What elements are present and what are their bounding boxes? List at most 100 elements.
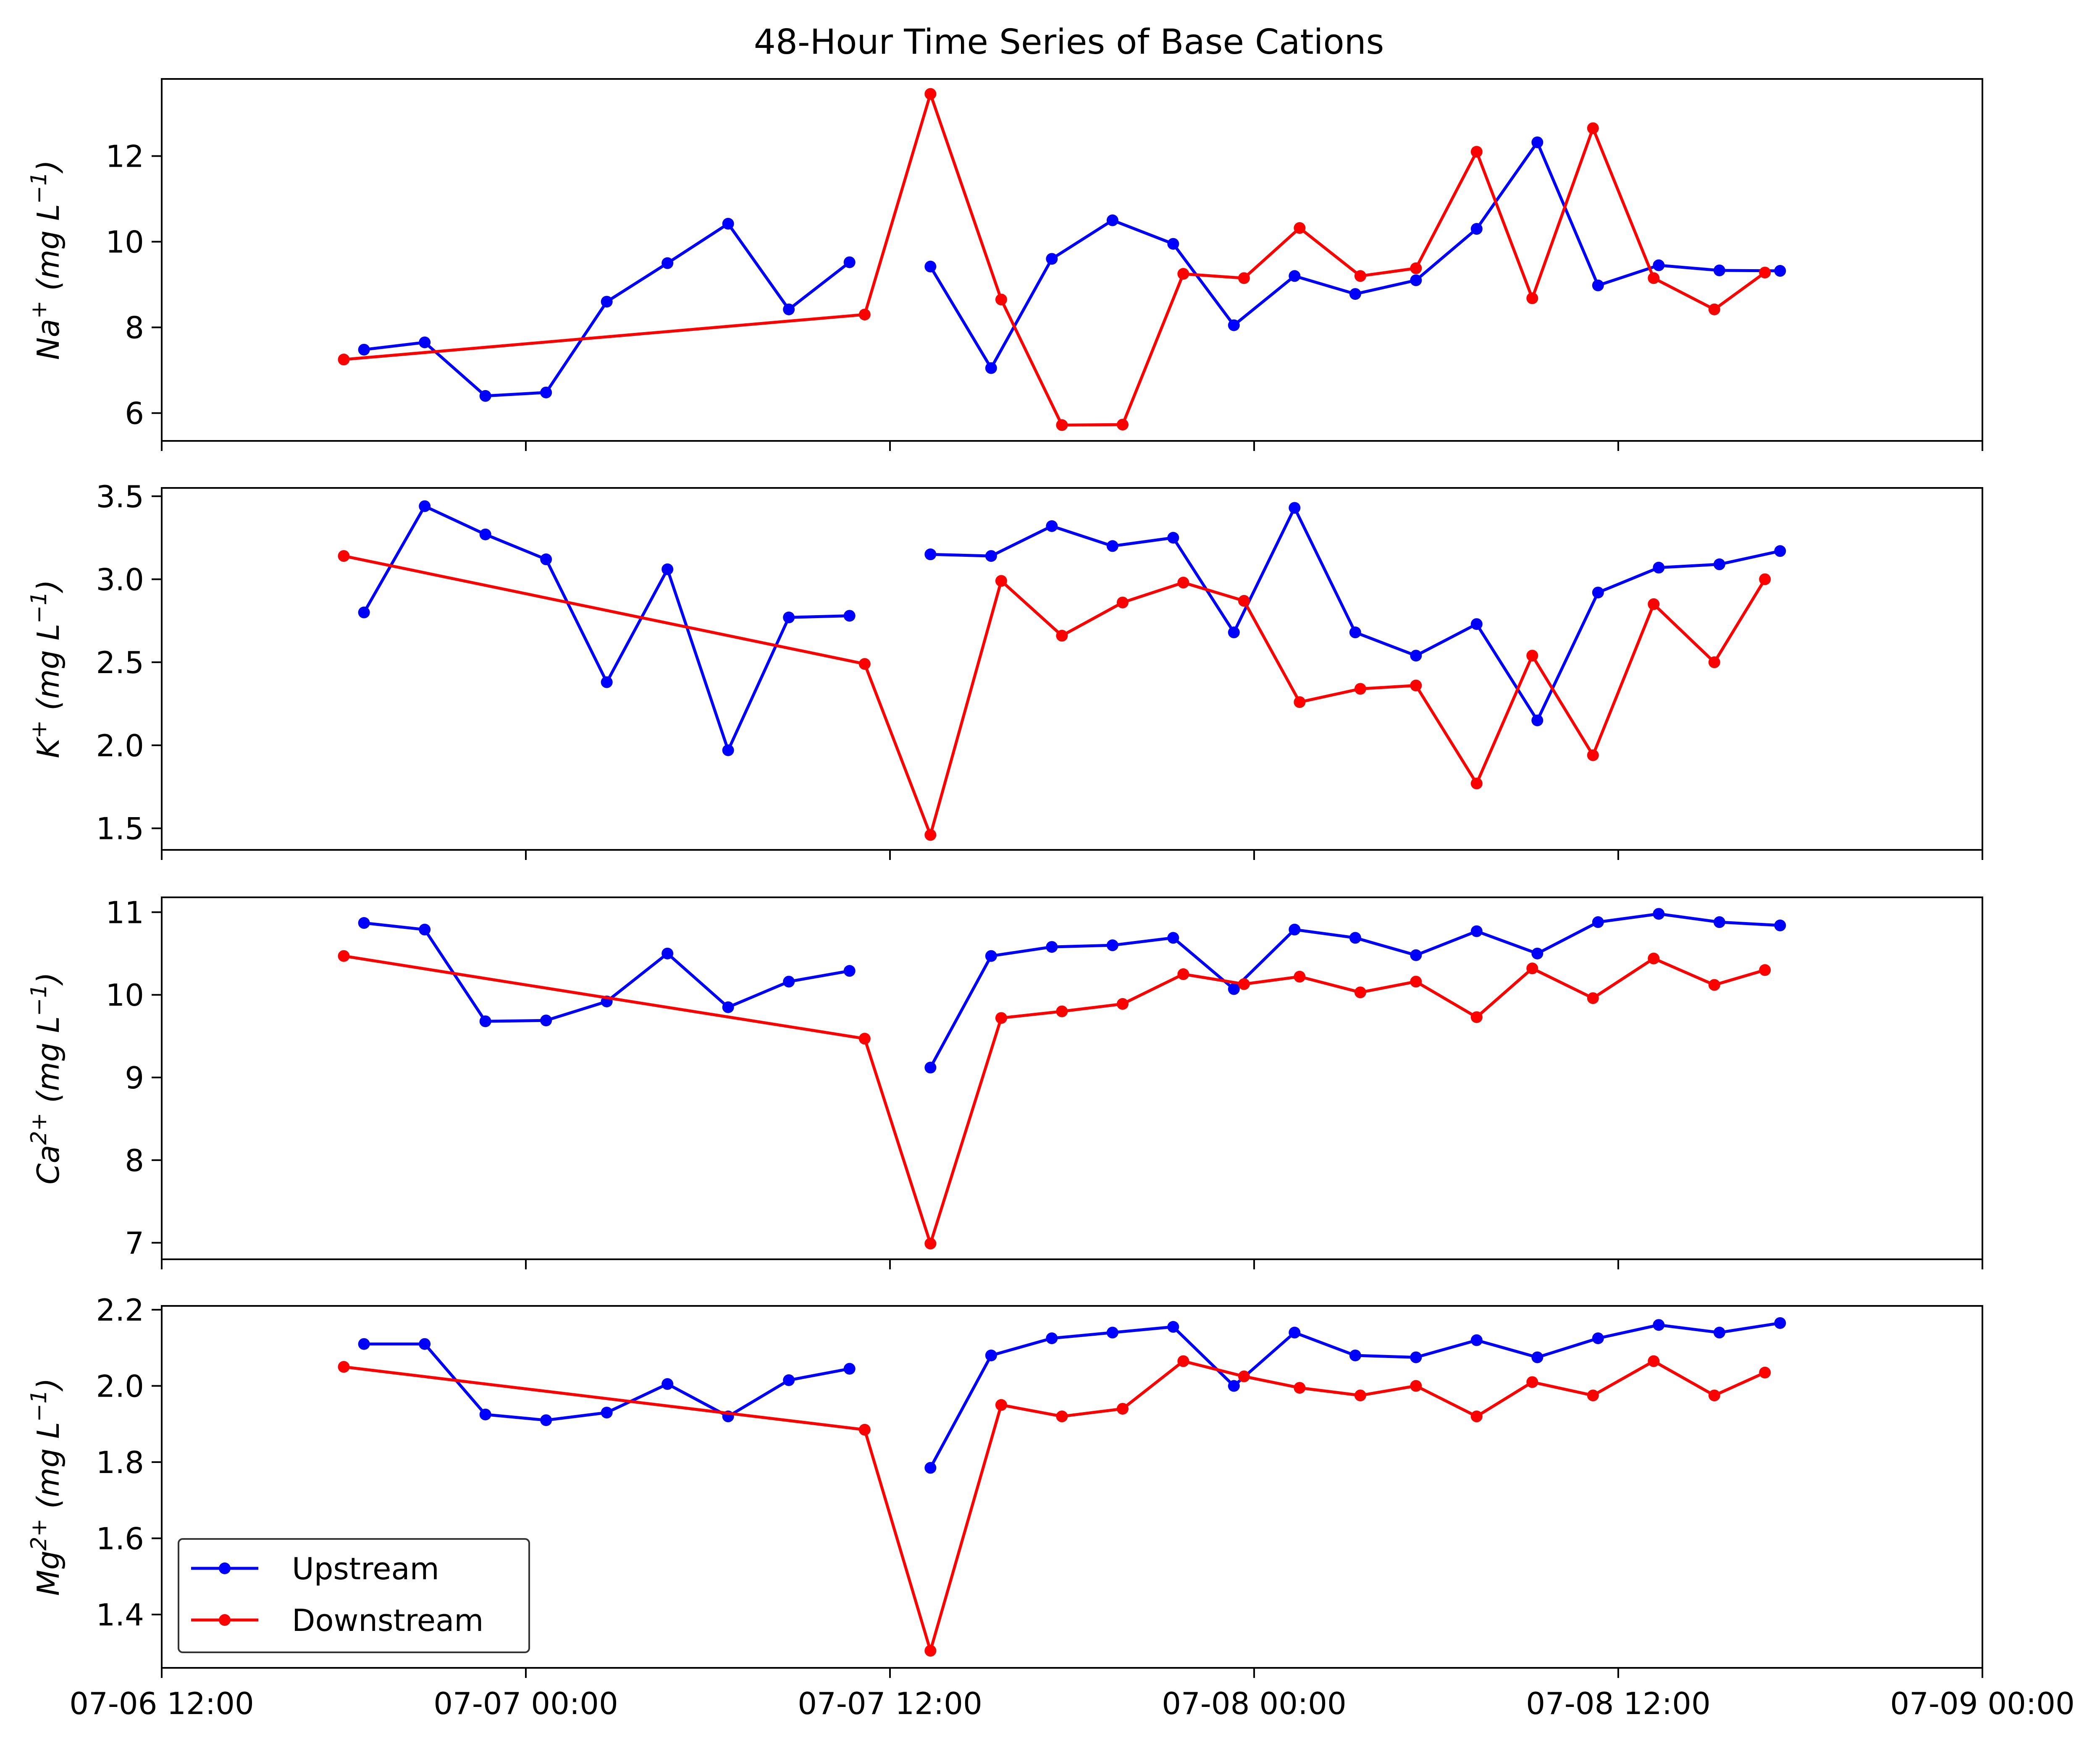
data-point <box>1117 419 1129 430</box>
data-point <box>338 354 350 365</box>
data-point <box>1587 992 1599 1004</box>
x-tick-label: 07-07 12:00 <box>798 1686 982 1721</box>
data-point <box>995 575 1007 587</box>
y-axis-label: Mg2+ (mg L−1) <box>26 1378 66 1596</box>
data-point <box>1714 558 1725 570</box>
data-point <box>1238 978 1250 990</box>
data-point <box>1107 1327 1118 1339</box>
data-point <box>1354 1389 1366 1401</box>
data-point <box>419 1338 430 1350</box>
data-point <box>1648 953 1659 965</box>
y-tick-label: 3.5 <box>96 479 144 514</box>
data-point <box>1228 320 1240 331</box>
data-point <box>540 387 552 398</box>
y-axis-label-part: K <box>31 737 66 758</box>
data-point <box>924 1062 936 1073</box>
data-point <box>859 309 871 320</box>
data-point <box>338 1361 350 1373</box>
data-point <box>722 1001 734 1013</box>
y-tick-label: 7 <box>125 1226 144 1261</box>
y-tick-label: 1.5 <box>96 811 144 847</box>
legend-marker <box>219 1614 231 1626</box>
series-line <box>930 142 1780 368</box>
data-point <box>358 607 370 619</box>
y-tick-label: 1.4 <box>96 1597 144 1633</box>
data-point <box>1653 260 1664 271</box>
y-tick-label: 10 <box>105 225 144 260</box>
data-point <box>859 658 871 670</box>
y-axis-label-part: (mg L <box>31 1422 66 1518</box>
data-point <box>1714 1327 1725 1339</box>
data-point <box>1167 1321 1179 1333</box>
legend-marker <box>219 1562 231 1574</box>
data-point <box>1228 1380 1240 1392</box>
series-downstream <box>338 950 1771 1250</box>
data-point <box>844 257 856 268</box>
data-point <box>419 336 430 348</box>
data-point <box>783 611 795 623</box>
data-point <box>662 1378 673 1390</box>
data-point <box>1177 268 1189 280</box>
data-point <box>1177 577 1189 588</box>
y-tick-label: 10 <box>105 978 144 1013</box>
y-axis-label: Ca2+ (mg L−1) <box>26 972 66 1185</box>
series-downstream <box>338 550 1771 841</box>
legend-label: Downstream <box>292 1603 483 1638</box>
data-point <box>1410 1351 1422 1363</box>
data-point <box>1349 288 1361 300</box>
data-point <box>1471 925 1483 937</box>
legend-label: Upstream <box>292 1551 439 1586</box>
data-point <box>1228 626 1240 638</box>
data-point <box>995 294 1007 305</box>
data-point <box>1774 920 1786 931</box>
data-point <box>1531 948 1543 959</box>
data-point <box>722 218 734 230</box>
data-point <box>924 548 936 560</box>
data-point <box>1177 1355 1189 1367</box>
x-tick-label: 07-06 12:00 <box>69 1686 254 1721</box>
data-point <box>844 965 856 977</box>
data-point <box>1531 136 1543 148</box>
panel-frame <box>162 79 1982 441</box>
legend: Upstream Downstream <box>178 1539 529 1652</box>
data-point <box>1410 976 1422 988</box>
data-point <box>540 1014 552 1026</box>
data-point <box>480 1409 491 1421</box>
y-tick-label: 8 <box>125 310 144 346</box>
data-point <box>1774 265 1786 277</box>
data-point <box>1107 939 1118 951</box>
y-tick-label: 2.0 <box>96 1369 144 1404</box>
data-point <box>1471 223 1483 235</box>
data-point <box>1653 1319 1664 1331</box>
series-line <box>364 224 850 396</box>
y-tick-label: 1.6 <box>96 1521 144 1556</box>
y-axis-label-part: ) <box>31 160 66 174</box>
data-point <box>1648 1355 1659 1367</box>
y-axis-label-part: (mg L <box>31 1016 66 1113</box>
data-point <box>1238 595 1250 607</box>
data-point <box>1759 1367 1771 1379</box>
data-point <box>1471 778 1483 789</box>
data-point <box>985 550 997 562</box>
data-point <box>1107 540 1118 552</box>
data-point <box>985 950 997 962</box>
data-point <box>1759 267 1771 278</box>
data-point <box>1354 683 1366 695</box>
data-point <box>1531 1351 1543 1363</box>
data-point <box>924 88 936 100</box>
data-point <box>859 1424 871 1436</box>
data-point <box>783 1374 795 1386</box>
data-point <box>480 1015 491 1027</box>
data-point <box>1648 598 1659 610</box>
data-point <box>1289 924 1300 936</box>
data-point <box>1526 1376 1538 1388</box>
series-line <box>344 1361 1765 1651</box>
y-tick-label: 11 <box>105 895 144 930</box>
data-point <box>1759 964 1771 976</box>
series-line <box>344 956 1765 1244</box>
data-point <box>662 948 673 959</box>
y-tick-label: 12 <box>105 139 144 174</box>
panel-frame <box>162 897 1982 1259</box>
data-point <box>1592 916 1604 928</box>
